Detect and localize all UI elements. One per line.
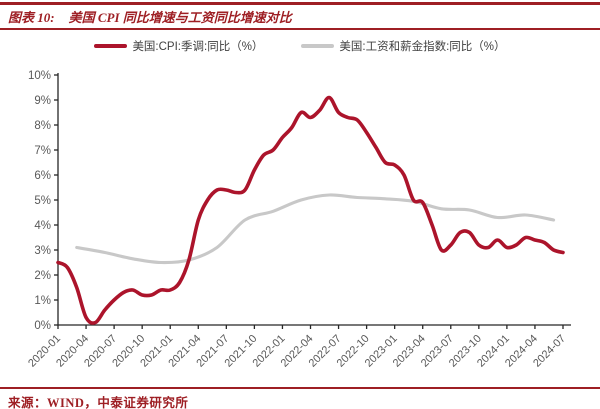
chart-legend: 美国:CPI:季调:同比（%） 美国:工资和薪金指数:同比（%） bbox=[0, 38, 600, 54]
header-rule-top bbox=[0, 2, 600, 5]
cpi-line-swatch bbox=[94, 44, 128, 48]
figure-title: 美国 CPI 同比增速与工资同比增速对比 bbox=[68, 10, 292, 25]
legend-item-wage: 美国:工资和薪金指数:同比（%） bbox=[301, 38, 506, 54]
svg-text:5%: 5% bbox=[34, 195, 51, 207]
svg-text:3%: 3% bbox=[34, 245, 51, 257]
svg-text:6%: 6% bbox=[34, 170, 51, 182]
svg-text:2%: 2% bbox=[34, 270, 51, 282]
legend-label-cpi: 美国:CPI:季调:同比（%） bbox=[132, 41, 264, 53]
legend-label-wage: 美国:工资和薪金指数:同比（%） bbox=[339, 41, 506, 53]
wage-line-swatch bbox=[301, 44, 335, 48]
svg-text:8%: 8% bbox=[34, 120, 51, 132]
source-text: 来源：WIND，中泰证券研究所 bbox=[8, 396, 189, 409]
legend-item-cpi: 美国:CPI:季调:同比（%） bbox=[94, 38, 263, 54]
figure-title-row: 图表 10: 美国 CPI 同比增速与工资同比增速对比 bbox=[8, 7, 292, 26]
svg-text:0%: 0% bbox=[34, 320, 51, 332]
svg-text:9%: 9% bbox=[34, 95, 51, 107]
footer-rule bbox=[0, 387, 600, 389]
svg-text:10%: 10% bbox=[28, 70, 51, 82]
figure-label: 图表 10: bbox=[8, 10, 55, 25]
svg-text:1%: 1% bbox=[34, 295, 51, 307]
svg-text:7%: 7% bbox=[34, 145, 51, 157]
header-rule-bottom bbox=[0, 28, 600, 30]
svg-text:4%: 4% bbox=[34, 220, 51, 232]
